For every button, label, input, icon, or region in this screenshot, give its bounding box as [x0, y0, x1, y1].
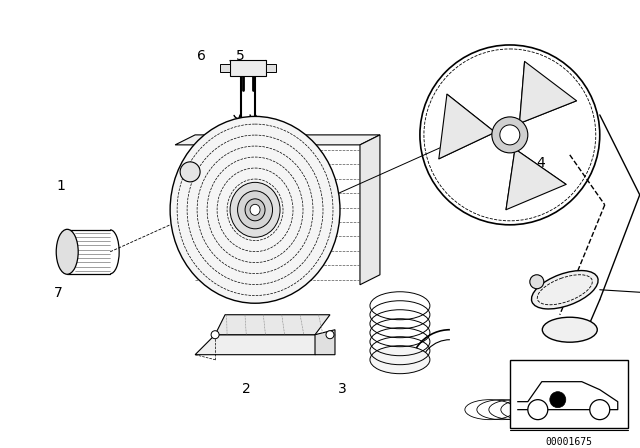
- Text: 1: 1: [56, 179, 65, 193]
- Circle shape: [590, 400, 610, 420]
- Ellipse shape: [230, 182, 280, 237]
- Text: 5: 5: [236, 49, 244, 63]
- Text: 6: 6: [197, 49, 206, 63]
- Ellipse shape: [170, 116, 340, 303]
- Text: 2: 2: [242, 383, 251, 396]
- Polygon shape: [195, 335, 335, 355]
- Text: 7: 7: [54, 286, 62, 300]
- Text: 4: 4: [536, 156, 545, 170]
- Ellipse shape: [250, 204, 260, 215]
- Ellipse shape: [420, 45, 600, 225]
- Ellipse shape: [245, 199, 265, 221]
- Text: 00001675: 00001675: [545, 437, 592, 447]
- Polygon shape: [215, 315, 330, 335]
- Ellipse shape: [531, 271, 598, 309]
- Circle shape: [180, 162, 200, 182]
- Polygon shape: [506, 149, 566, 210]
- Circle shape: [492, 117, 528, 153]
- Polygon shape: [510, 360, 628, 428]
- Circle shape: [530, 275, 544, 289]
- Text: 3: 3: [338, 383, 347, 396]
- Polygon shape: [439, 94, 495, 159]
- Polygon shape: [220, 64, 230, 72]
- Circle shape: [528, 400, 548, 420]
- Ellipse shape: [237, 191, 273, 229]
- Circle shape: [211, 331, 219, 339]
- Ellipse shape: [542, 317, 597, 342]
- Polygon shape: [175, 135, 380, 145]
- Circle shape: [550, 392, 566, 408]
- Polygon shape: [520, 61, 577, 123]
- Polygon shape: [360, 135, 380, 285]
- Ellipse shape: [370, 346, 430, 374]
- Polygon shape: [230, 60, 266, 76]
- Circle shape: [500, 125, 520, 145]
- Ellipse shape: [522, 397, 577, 422]
- Ellipse shape: [56, 229, 78, 274]
- Polygon shape: [315, 330, 335, 355]
- Polygon shape: [266, 64, 276, 72]
- Circle shape: [326, 331, 334, 339]
